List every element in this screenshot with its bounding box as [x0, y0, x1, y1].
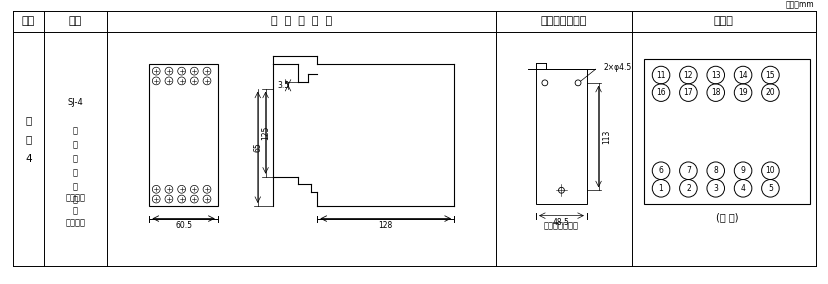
Text: 附
图
4: 附 图 4 — [25, 115, 31, 164]
Text: SJ-4

凸
出
式
前
接
线: SJ-4 凸 出 式 前 接 线 — [67, 99, 83, 205]
Text: 12: 12 — [683, 70, 692, 80]
Bar — [536, 69, 586, 204]
Text: 5: 5 — [767, 184, 772, 193]
Text: 2×φ4.5: 2×φ4.5 — [603, 63, 631, 72]
Text: 20: 20 — [765, 88, 774, 97]
Text: 125: 125 — [261, 126, 270, 140]
Text: 6: 6 — [657, 166, 662, 175]
Text: 65: 65 — [253, 142, 262, 152]
Text: 11: 11 — [656, 70, 665, 80]
Text: 1: 1 — [658, 184, 662, 193]
Text: 螺钉安装开孔图: 螺钉安装开孔图 — [543, 221, 578, 230]
Text: 60.5: 60.5 — [175, 221, 192, 230]
Text: 16: 16 — [656, 88, 665, 97]
Text: 128: 128 — [378, 221, 392, 230]
Text: 图号: 图号 — [22, 16, 35, 26]
Text: 17: 17 — [683, 88, 692, 97]
Text: 3.5: 3.5 — [277, 81, 289, 90]
Text: 19: 19 — [738, 88, 747, 97]
Text: 单位：mm: 单位：mm — [785, 1, 813, 10]
Text: 15: 15 — [765, 70, 774, 80]
Text: 18: 18 — [710, 88, 720, 97]
Text: 结构: 结构 — [69, 16, 82, 26]
Text: 外  形  尺  寸  图: 外 形 尺 寸 图 — [271, 16, 332, 26]
Bar — [149, 64, 218, 206]
Text: 9: 9 — [739, 166, 744, 175]
Text: 3: 3 — [712, 184, 717, 193]
Text: (正 视): (正 视) — [715, 213, 738, 223]
Text: 8: 8 — [713, 166, 717, 175]
Text: 13: 13 — [710, 70, 720, 80]
Text: 14: 14 — [738, 70, 747, 80]
Text: 48.5: 48.5 — [552, 218, 569, 227]
Text: 113: 113 — [601, 130, 610, 144]
Text: 2: 2 — [686, 184, 690, 193]
Text: 7: 7 — [685, 166, 690, 175]
Text: 安装开孔尺寸图: 安装开孔尺寸图 — [540, 16, 586, 26]
Text: 端子图: 端子图 — [713, 16, 733, 26]
Bar — [643, 59, 810, 204]
Text: 卡轨安装
或
螺钉安装: 卡轨安装 或 螺钉安装 — [65, 193, 85, 227]
Text: 4: 4 — [739, 184, 744, 193]
Text: 10: 10 — [765, 166, 774, 175]
